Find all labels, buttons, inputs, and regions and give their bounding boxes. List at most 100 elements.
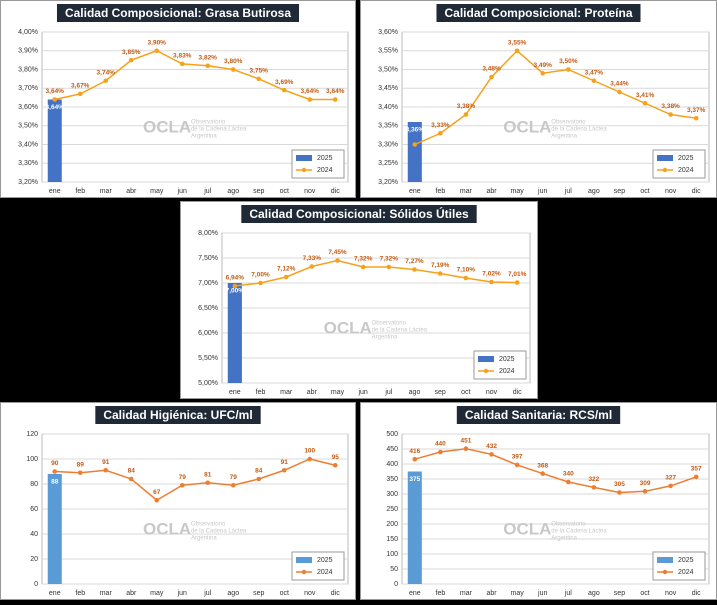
line-value-label: 3,48%: [482, 66, 501, 73]
line-marker: [283, 274, 289, 280]
x-tick-label: dic: [692, 188, 701, 195]
legend-box: [291, 149, 345, 179]
y-tick-label: 3,20%: [378, 179, 398, 186]
line-series: [414, 49, 697, 146]
y-tick-label: 3,50%: [378, 66, 398, 73]
line-value-label: 100: [304, 448, 315, 455]
x-tick-label: abr: [307, 389, 318, 396]
bar: [407, 471, 422, 584]
line-value-label: 3,75%: [250, 68, 269, 75]
x-tick-label: mar: [460, 590, 473, 597]
line-value-label: 397: [512, 454, 523, 461]
y-tick-label: 80: [30, 481, 38, 488]
line-marker: [438, 449, 443, 455]
watermark-text: Argentina: [551, 134, 577, 140]
watermark-text: de la Cadena Láctea: [191, 529, 247, 535]
line-marker: [693, 474, 699, 480]
x-tick-label: may: [331, 389, 345, 396]
x-tick-label: may: [150, 590, 164, 597]
x-tick-label: dic: [692, 590, 701, 597]
x-tick-label: mar: [100, 590, 113, 597]
y-tick-label: 5,00%: [198, 380, 218, 387]
line-value-label: 7,32%: [380, 256, 399, 263]
y-tick-label: 7,50%: [198, 255, 218, 262]
y-tick-label: 3,45%: [378, 85, 398, 92]
watermark-text: de la Cadena Láctea: [551, 529, 607, 535]
y-tick-label: 120: [26, 431, 38, 438]
x-tick-label: sep: [614, 188, 625, 195]
line-marker: [154, 497, 160, 503]
line-value-label: 3,44%: [610, 81, 629, 88]
legend-swatch: [296, 557, 312, 563]
line-marker: [489, 279, 494, 285]
line-value-label: 3,38%: [457, 103, 476, 110]
y-tick-label: 0: [394, 581, 398, 588]
line-value-label: 79: [179, 474, 187, 481]
x-tick-label: ene: [49, 188, 61, 195]
chart-panel: Calidad Sanitaria: RCS/ml 0 50 100 150 200 250…: [360, 402, 717, 600]
y-tick-label: 3,35%: [378, 123, 398, 130]
watermark-logo: OCLA: [324, 318, 372, 337]
y-tick-label: 0: [34, 581, 38, 588]
line-value-label: 84: [128, 468, 136, 475]
line-marker: [642, 100, 648, 106]
line-value-label: 3,49%: [533, 62, 552, 69]
line-series: [54, 49, 336, 101]
line-value-label: 84: [255, 468, 263, 475]
bar-value-label: 3,64%: [46, 104, 65, 111]
legend-swatch-marker: [483, 368, 489, 374]
line-marker: [668, 483, 673, 489]
y-tick-label: 3,60%: [378, 29, 398, 36]
y-tick-label: 150: [386, 536, 398, 543]
watermark-text: Argentina: [191, 134, 217, 140]
line-value-label: 3,69%: [275, 79, 294, 86]
line-value-label: 67: [153, 489, 161, 496]
line-marker: [668, 112, 673, 117]
x-tick-label: ago: [588, 590, 600, 597]
legend-label: 2024: [678, 167, 694, 174]
legend-label: 2024: [317, 569, 333, 576]
legend-box: [652, 149, 706, 179]
bar-value-label: 375: [409, 476, 420, 483]
line-series: [414, 447, 697, 494]
y-tick-label: 350: [386, 476, 398, 483]
y-tick-label: 20: [30, 556, 38, 563]
y-tick-label: 50: [390, 566, 398, 573]
bar: [227, 283, 242, 383]
x-tick-label: ene: [409, 590, 421, 597]
x-tick-label: abr: [486, 590, 497, 597]
line-marker: [77, 470, 83, 476]
line-value-label: 305: [614, 481, 625, 488]
line-marker: [232, 283, 238, 289]
y-tick-label: 3,50%: [18, 123, 38, 130]
line-value-label: 432: [486, 443, 497, 450]
bar-value-label: 88: [51, 479, 59, 486]
line-marker: [52, 97, 58, 102]
x-tick-label: nov: [304, 590, 316, 597]
x-tick-label: oct: [640, 188, 649, 195]
legend-label: 2024: [317, 167, 333, 174]
x-tick-label: feb: [256, 389, 266, 396]
y-tick-label: 100: [26, 456, 38, 463]
y-tick-label: 3,80%: [18, 66, 38, 73]
line-marker: [693, 115, 699, 121]
line-value-label: 3,85%: [122, 49, 141, 56]
watermark-text: de la Cadena Láctea: [551, 127, 607, 133]
watermark-text: Observatorio: [191, 522, 226, 528]
watermark-text: de la Cadena Láctea: [372, 328, 428, 334]
x-tick-label: may: [150, 188, 164, 195]
line-marker: [514, 48, 520, 54]
line-value-label: 6,94%: [226, 275, 245, 282]
x-tick-label: feb: [436, 590, 446, 597]
legend-label: 2025: [499, 356, 515, 363]
x-tick-label: ago: [227, 590, 239, 597]
chart-title: Calidad Composicional: Grasa Butirosa: [65, 6, 291, 20]
line-value-label: 7,33%: [303, 255, 322, 262]
line-value-label: 451: [461, 437, 472, 444]
line-value-label: 90: [51, 460, 59, 467]
chart-panel: Calidad Higiénica: UFC/ml 0 20 40 60 80 100 120…: [0, 402, 356, 600]
bar-value-label: 3,36%: [406, 127, 425, 134]
x-tick-label: mar: [100, 188, 113, 195]
line-marker: [179, 482, 185, 488]
line-marker: [514, 462, 520, 468]
